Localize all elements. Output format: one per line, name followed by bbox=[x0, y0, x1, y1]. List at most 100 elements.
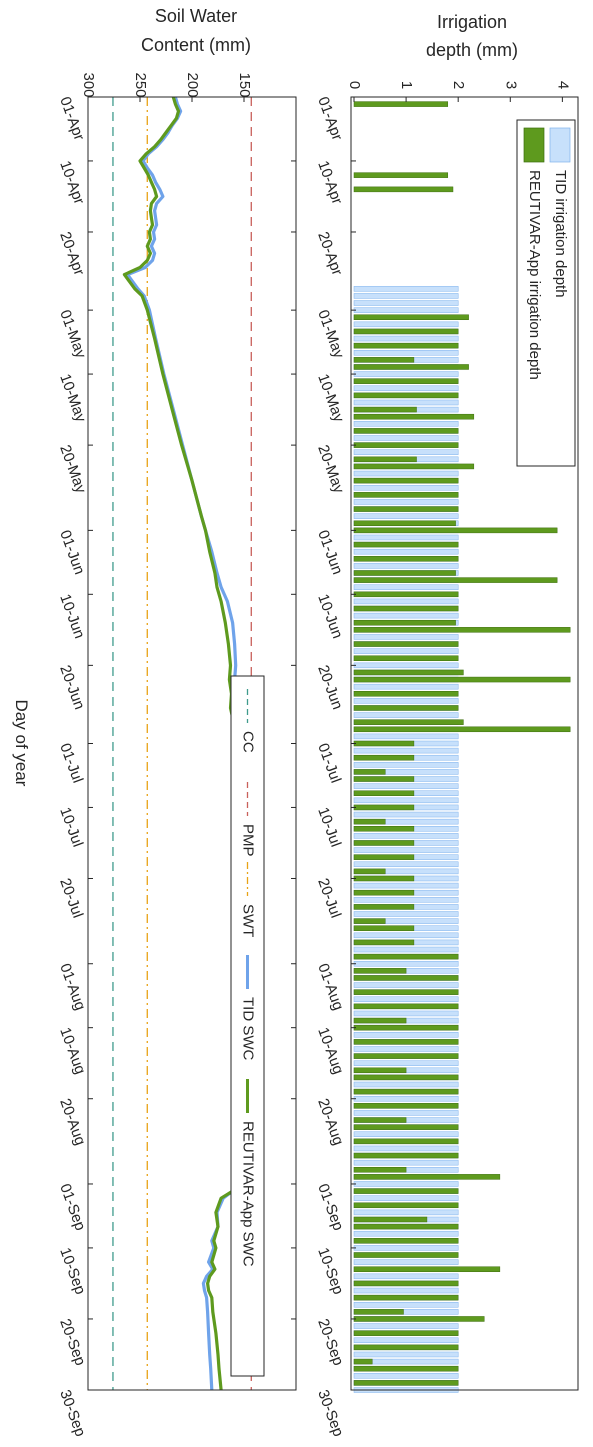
irrigation-xtick-label: 01-Sep bbox=[314, 1182, 347, 1233]
bar-tid bbox=[353, 946, 459, 953]
bar-tid bbox=[353, 634, 459, 640]
swc-ytick-label: 250 bbox=[132, 72, 149, 97]
irrigation-ytick-label: 4 bbox=[554, 81, 571, 89]
swc-chart-panel: 150 200 250 300 01-Apr 10-Apr 20-Apr 01-May 10-… bbox=[56, 72, 297, 1439]
bar-tid bbox=[353, 1046, 459, 1052]
bar-tid bbox=[353, 712, 459, 718]
legend-swatch bbox=[523, 127, 545, 163]
bar-reutivar bbox=[353, 790, 415, 796]
bar-tid bbox=[353, 1273, 459, 1280]
bar-tid bbox=[353, 350, 459, 356]
bar-tid bbox=[353, 499, 459, 505]
swc-xtick-label: 20-Jul bbox=[56, 876, 86, 920]
bar-tid bbox=[353, 300, 459, 306]
bar-reutivar bbox=[353, 1138, 459, 1145]
bar-tid bbox=[353, 811, 459, 818]
bar-tid bbox=[353, 1095, 459, 1102]
bar-tid bbox=[353, 960, 459, 967]
bar-tid bbox=[353, 598, 459, 605]
bar-tid bbox=[353, 435, 459, 441]
bar-reutivar bbox=[353, 818, 386, 825]
bar-tid bbox=[353, 1337, 459, 1344]
bar-reutivar bbox=[353, 904, 415, 910]
bar-reutivar bbox=[353, 314, 469, 320]
swc-ytick-label: 200 bbox=[184, 72, 201, 97]
bar-reutivar bbox=[353, 1223, 459, 1230]
bar-reutivar bbox=[353, 477, 459, 484]
swc-plot-frame bbox=[87, 96, 297, 1391]
bar-tid bbox=[353, 982, 459, 988]
bar-reutivar bbox=[353, 456, 417, 463]
bar-tid bbox=[353, 470, 459, 477]
bar-reutivar bbox=[353, 627, 571, 633]
bar-reutivar bbox=[353, 826, 415, 832]
bar-tid bbox=[353, 847, 459, 853]
bar-tid bbox=[353, 1287, 459, 1294]
bar-reutivar bbox=[353, 1316, 485, 1322]
irrigation-xtick-label: 30-Sep bbox=[314, 1388, 347, 1439]
irrigation-legend-box bbox=[516, 119, 576, 467]
bar-reutivar bbox=[353, 968, 407, 974]
swc-xtick-label: 10-Jun bbox=[56, 592, 88, 641]
bar-reutivar bbox=[353, 527, 558, 534]
bar-tid bbox=[353, 293, 459, 299]
bar-reutivar bbox=[353, 186, 454, 193]
swc-ytick-label: 150 bbox=[236, 72, 253, 97]
bar-tid bbox=[353, 449, 459, 455]
irrigation-xtick-label: 01-Apr bbox=[314, 95, 345, 143]
bar-tid bbox=[353, 548, 459, 555]
bar-tid bbox=[353, 513, 459, 519]
irrigation-xtick-label: 10-Jul bbox=[314, 805, 344, 849]
bar-tid bbox=[353, 932, 459, 939]
bar-tid bbox=[353, 698, 459, 704]
legend-swatch bbox=[549, 127, 571, 163]
x-axis-title: Day of year bbox=[12, 700, 31, 787]
bar-reutivar bbox=[353, 1152, 459, 1159]
bar-tid bbox=[353, 421, 459, 427]
bar-reutivar bbox=[353, 705, 459, 711]
bar-tid bbox=[353, 996, 459, 1003]
irrigation-xtick-label: 10-Aug bbox=[314, 1025, 347, 1076]
swc-xtick-label: 01-May bbox=[56, 308, 89, 361]
legend-label: PMP bbox=[240, 824, 257, 857]
bar-reutivar bbox=[353, 364, 469, 370]
bar-reutivar bbox=[353, 1188, 459, 1194]
swc-xtick-label: 20-Sep bbox=[56, 1317, 89, 1368]
bar-reutivar bbox=[353, 1124, 459, 1130]
swc-axis-title-line1: Soil Water bbox=[155, 6, 237, 26]
irrigation-ytick-label: 0 bbox=[346, 81, 363, 89]
bar-reutivar bbox=[353, 953, 459, 960]
irrigation-chart-panel: 0 1 2 3 4 01-Apr 10-Apr 20-Apr 01-May 10-May 20-M… bbox=[314, 81, 579, 1439]
irrigation-xtick-label: 20-May bbox=[314, 443, 347, 496]
bar-tid bbox=[353, 1301, 459, 1308]
bar-reutivar bbox=[353, 357, 415, 363]
bar-tid bbox=[353, 399, 459, 406]
swc-xtick-label: 20-May bbox=[56, 443, 89, 496]
bar-reutivar bbox=[353, 1252, 459, 1258]
bar-tid bbox=[353, 882, 459, 889]
swc-xtick-label: 10-May bbox=[56, 372, 89, 425]
swc-axis-title-line2: Content (mm) bbox=[141, 35, 251, 55]
legend-label: TID SWC bbox=[240, 997, 257, 1060]
bar-tid bbox=[353, 1245, 459, 1251]
bar-reutivar bbox=[353, 840, 415, 846]
bar-tid bbox=[353, 911, 459, 917]
swc-ytick-label: 300 bbox=[80, 72, 97, 97]
bar-tid bbox=[353, 797, 459, 804]
bar-tid bbox=[353, 783, 459, 789]
swc-xtick-label: 10-Sep bbox=[56, 1245, 89, 1296]
series-line-reutivar-swc bbox=[122, 96, 244, 1391]
bar-reutivar bbox=[353, 1103, 459, 1109]
bar-tid bbox=[353, 584, 459, 590]
bar-reutivar bbox=[353, 719, 464, 725]
bar-tid bbox=[353, 1181, 459, 1187]
bar-tid bbox=[353, 861, 459, 868]
bar-reutivar bbox=[353, 804, 415, 811]
bar-reutivar bbox=[353, 428, 459, 434]
bar-tid bbox=[353, 385, 459, 392]
bar-tid bbox=[353, 733, 459, 740]
bar-reutivar bbox=[353, 975, 459, 981]
bar-tid bbox=[353, 484, 459, 491]
bar-tid bbox=[353, 747, 459, 754]
